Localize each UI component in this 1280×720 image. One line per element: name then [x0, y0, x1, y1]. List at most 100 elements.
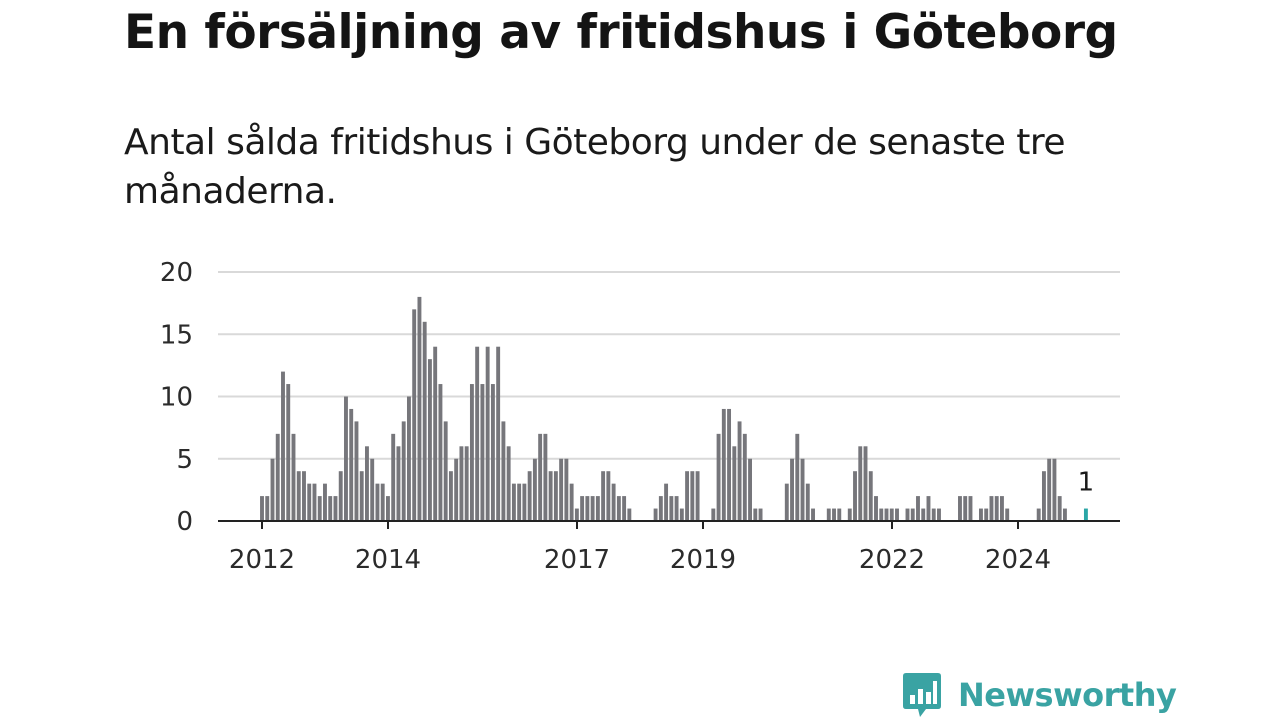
bar [695, 471, 700, 521]
bar [323, 483, 327, 521]
bar [480, 384, 485, 521]
bar [412, 309, 417, 521]
bar [690, 471, 695, 521]
bar [1062, 508, 1067, 521]
bar [937, 508, 941, 521]
bar [365, 446, 369, 521]
bar [979, 508, 983, 521]
bar [443, 421, 448, 521]
chart-title: En försäljning av fritidshus i Göteborg [124, 5, 1118, 60]
bar [417, 296, 422, 521]
bar [895, 508, 899, 521]
bar [349, 408, 354, 521]
bar [994, 496, 999, 521]
last-value-label: 1 [1078, 468, 1095, 498]
bar [963, 496, 968, 521]
bar [879, 508, 884, 521]
bar [1052, 458, 1057, 521]
bar [312, 483, 317, 521]
bar [511, 483, 516, 521]
bar [784, 483, 789, 521]
x-tick-label: 2014 [355, 545, 421, 575]
bar [559, 458, 564, 521]
bar [748, 458, 752, 521]
bar [391, 433, 396, 521]
bar [532, 458, 537, 521]
annotations: 1 [1078, 468, 1095, 498]
bar [380, 483, 385, 521]
bar [506, 446, 511, 521]
bar [989, 496, 994, 521]
bar [333, 496, 338, 521]
bar [611, 483, 616, 521]
bar [658, 496, 663, 521]
bar [590, 496, 595, 521]
bar [401, 421, 406, 521]
bar [485, 346, 490, 521]
bar [669, 496, 674, 521]
y-tick-label: 20 [160, 258, 193, 288]
bar [984, 508, 989, 521]
bar [328, 496, 333, 521]
bar [910, 508, 915, 521]
bar [753, 508, 758, 521]
bar [606, 471, 611, 521]
bar [874, 496, 878, 521]
bar [1036, 508, 1041, 521]
bar [653, 508, 658, 521]
bar [501, 421, 506, 521]
bar [685, 471, 690, 521]
y-axis-labels: 0 5 10 15 20 [160, 258, 193, 537]
bar [354, 421, 359, 521]
bar [853, 471, 857, 521]
bar [433, 346, 438, 521]
bar [585, 496, 590, 521]
bar [344, 396, 348, 521]
bar [622, 496, 627, 521]
bar [889, 508, 894, 521]
bar [464, 446, 469, 521]
bar [858, 446, 863, 521]
bar [601, 471, 606, 521]
newsworthy-logo: Newsworthy [902, 670, 1177, 720]
x-tick-label: 2019 [670, 545, 736, 575]
bar [805, 483, 810, 521]
bar [1041, 471, 1046, 521]
chart-subtitle: Antal sålda fritidshus i Göteborg under … [124, 122, 1066, 212]
bar [375, 483, 380, 521]
bar [921, 508, 926, 521]
x-tick-label: 2022 [859, 545, 925, 575]
bar [926, 496, 931, 521]
bar [281, 371, 285, 521]
bar [574, 508, 579, 521]
bar [469, 384, 474, 521]
bar [553, 471, 558, 521]
y-tick-label: 5 [176, 445, 193, 475]
x-axis [218, 520, 1120, 529]
bar [837, 508, 842, 521]
bar [674, 496, 679, 521]
bar [790, 458, 794, 521]
y-tick-label: 10 [160, 383, 193, 413]
bar [307, 483, 312, 521]
y-tick-label: 0 [176, 507, 193, 537]
bar-chart: 0 5 10 15 20 2012 2014 2017 2019 2022 2024 1 [160, 258, 1120, 575]
bar-chart-speech-bubble-icon [903, 673, 941, 717]
bar [732, 446, 737, 521]
bar [522, 483, 527, 521]
bar [1047, 458, 1052, 521]
bar [711, 508, 716, 521]
bar [270, 458, 275, 521]
gridlines [218, 271, 1120, 460]
bar [459, 446, 464, 521]
bar [664, 483, 669, 521]
bar [543, 433, 548, 521]
bar [291, 433, 296, 521]
bar [454, 458, 459, 521]
bar [811, 508, 815, 521]
bar [1057, 496, 1062, 521]
bar [517, 483, 522, 521]
bar [359, 471, 364, 521]
bar [490, 384, 495, 521]
bar [569, 483, 574, 521]
